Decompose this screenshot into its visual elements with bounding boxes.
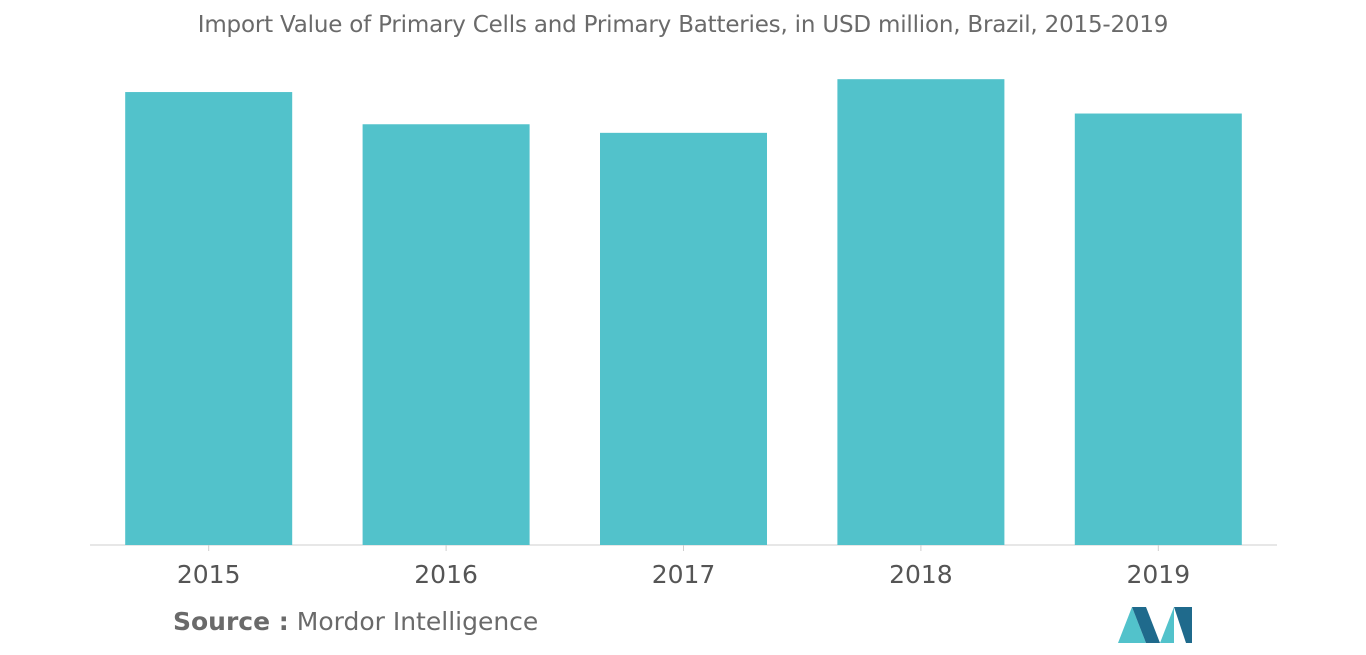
source-text: Mordor Intelligence [296,607,539,636]
bar-2019 [1074,113,1242,546]
bar-2018 [837,79,1005,545]
source-note: Source : Mordor Intelligence [173,607,538,636]
bar-2016 [362,124,530,546]
x-tick-label: 2018 [889,560,953,589]
bar-2015 [125,92,293,545]
x-tick-label: 2019 [1126,560,1190,589]
source-label: Source : [173,607,289,636]
chart-title: Import Value of Primary Cells and Primar… [197,12,1169,38]
x-tick-label: 2016 [414,560,478,589]
mordor-intelligence-logo-icon [1118,607,1192,643]
bar-2017 [600,132,767,545]
x-tick-label: 2015 [177,560,241,589]
x-tick-label: 2017 [652,560,716,589]
